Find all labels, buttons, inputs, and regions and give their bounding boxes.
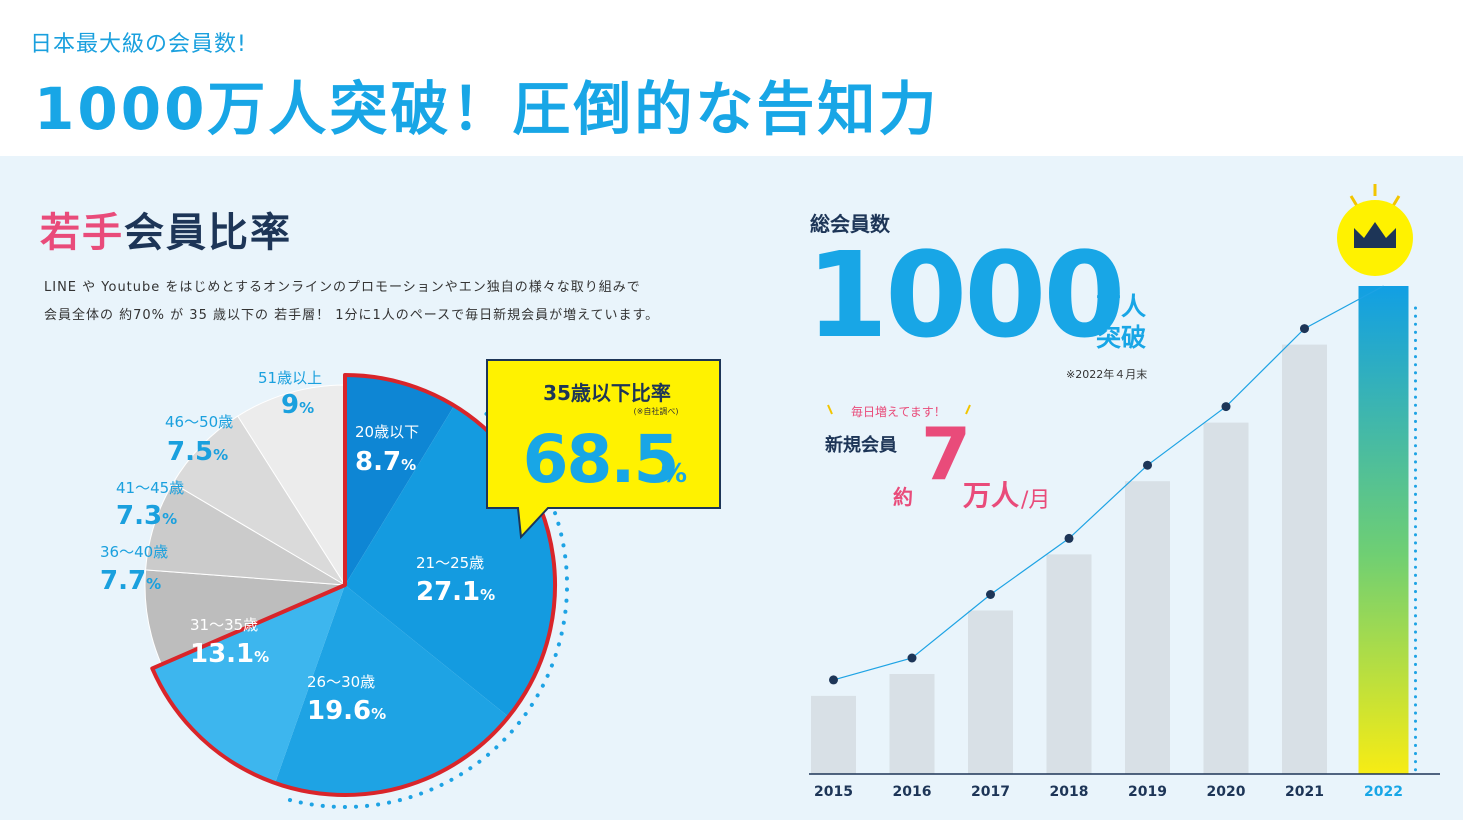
sparkle-icon xyxy=(827,404,833,415)
sparkle-icon xyxy=(1349,195,1359,207)
year-tick-label: 2016 xyxy=(893,784,932,800)
pie-slice xyxy=(237,384,346,587)
young-ratio-title: 若手会員比率 xyxy=(40,200,292,258)
year-tick-label: 2022 xyxy=(1364,784,1403,800)
callout-note: (※自社調べ) xyxy=(634,406,679,416)
callout-box xyxy=(486,359,721,540)
sparkle-icon xyxy=(1391,195,1401,207)
trend-point xyxy=(907,653,917,663)
total-members-label: 総会員数 xyxy=(810,212,890,236)
dotted-shadow-arc xyxy=(287,411,570,809)
callout-value: 68.5 xyxy=(523,421,678,498)
young-title-rest: 会員比率 xyxy=(124,210,292,256)
trend-point xyxy=(1221,402,1231,412)
members-bar xyxy=(1282,344,1327,774)
year-tick-label: 2020 xyxy=(1207,784,1246,800)
year-tick-label: 2018 xyxy=(1050,784,1089,800)
pie-slice xyxy=(345,375,455,585)
unit-line-2: 突破 xyxy=(1096,322,1147,352)
pie-slice-unit: % xyxy=(299,399,314,417)
trend-point xyxy=(1064,533,1074,543)
year-tick-label: 2017 xyxy=(971,784,1010,800)
pie-slice-label: 41〜45歳 xyxy=(116,479,184,497)
pie-slice-unit: % xyxy=(401,456,416,474)
pie-slice-label: 31〜35歳 xyxy=(190,616,258,634)
members-bar xyxy=(1358,286,1409,774)
trend-point xyxy=(1300,324,1309,334)
trend-point xyxy=(829,675,838,685)
sparkle-icon xyxy=(965,404,971,415)
pie-slice-unit: % xyxy=(162,510,177,528)
page-title: 1000万人突破！圧倒的な告知力 xyxy=(34,75,940,143)
pie-slice-label: 26〜30歳 xyxy=(307,673,375,691)
pie-slice-label: 21〜25歳 xyxy=(416,554,484,572)
total-members-unit: 万人 突破 xyxy=(1096,292,1146,353)
pie-slice-unit: % xyxy=(371,705,386,723)
new-members-unit: 万人 xyxy=(963,479,1020,512)
young-group-outline xyxy=(150,373,557,797)
members-bar xyxy=(1203,422,1249,774)
year-tick-label: 2019 xyxy=(1128,784,1167,800)
members-bar xyxy=(1125,481,1170,774)
pie-slice-unit: % xyxy=(146,575,161,593)
header-subtitle: 日本最大級の会員数! xyxy=(30,32,247,57)
pie-slice-value: 7.7% xyxy=(100,566,161,596)
description-line-1: LINE や Youtube をはじめとするオンラインのプロモーションやエン独自… xyxy=(44,280,641,295)
trend-point xyxy=(1143,460,1152,470)
members-bar xyxy=(1046,554,1092,774)
pie-slice-unit: % xyxy=(480,586,495,604)
daily-increase-label: 毎日増えてます！ xyxy=(851,405,946,419)
approx-label: 約 xyxy=(893,485,913,509)
unit-line-1: 万人 xyxy=(1096,292,1147,321)
pie-slice-unit: % xyxy=(213,446,228,464)
trend-line xyxy=(833,285,1384,681)
crown-icon xyxy=(1354,222,1396,248)
pie-slice-label: 51歳以上 xyxy=(258,369,322,387)
young-title-accent: 若手 xyxy=(40,210,124,256)
date-note: ※2022年４月末 xyxy=(1066,368,1148,381)
year-tick-label: 2021 xyxy=(1285,784,1324,800)
pie-slice-value: 9% xyxy=(281,390,314,420)
members-bar xyxy=(811,695,856,774)
members-bar xyxy=(968,610,1013,774)
pie-slice xyxy=(152,585,345,783)
new-members-number: 7 xyxy=(921,412,972,496)
pie-slice-label: 46〜50歳 xyxy=(165,413,233,431)
description-line-2: 会員全体の 約70% が 35 歳以下の 若手層！ 1分に1人のペースで毎日新規… xyxy=(44,308,660,323)
crown-badge xyxy=(1337,184,1413,276)
pie-slice-label: 36〜40歳 xyxy=(100,543,168,561)
callout-unit: % xyxy=(661,459,687,489)
pie-slice xyxy=(275,585,509,795)
callout-label: 35歳以下比率 xyxy=(543,381,671,405)
pie-slice-label: 20歳以下 xyxy=(355,423,419,441)
total-members-number: 1000 xyxy=(806,226,1125,364)
per-month-label: /月 xyxy=(1021,488,1051,513)
year-tick-label: 2015 xyxy=(814,784,853,800)
trend-point xyxy=(986,590,995,599)
new-members-label: 新規会員 xyxy=(825,435,897,456)
pie-slice-unit: % xyxy=(254,648,269,666)
members-bar xyxy=(889,674,935,774)
